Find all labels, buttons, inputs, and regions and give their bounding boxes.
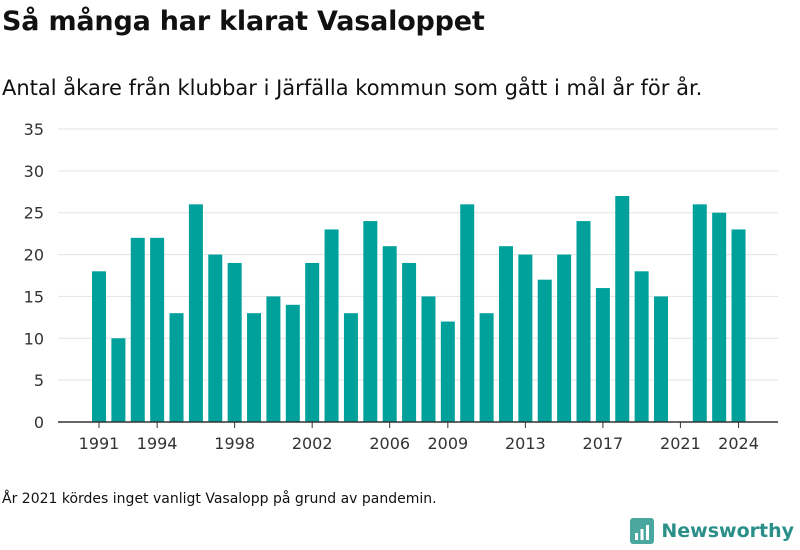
bar — [188, 204, 203, 422]
chart-subtitle: Antal åkare från klubbar i Järfälla komm… — [2, 76, 703, 100]
x-tick-label: 2021 — [660, 434, 701, 453]
y-tick-labels: 0 5 10 15 20 25 30 35 — [24, 120, 44, 432]
bar — [266, 296, 281, 422]
x-axis — [58, 421, 778, 428]
bar — [247, 313, 262, 422]
x-tick-label: 2013 — [505, 434, 546, 453]
y-tick-label: 10 — [24, 329, 44, 348]
bar — [324, 229, 339, 422]
x-tick-label: 2009 — [427, 434, 468, 453]
bar — [169, 313, 184, 422]
bar — [92, 271, 106, 422]
bar — [712, 212, 727, 422]
x-tick-label: 2002 — [292, 434, 333, 453]
bar — [692, 204, 707, 422]
bar — [382, 246, 397, 422]
bar — [363, 221, 378, 422]
bar — [557, 254, 572, 422]
x-tick-label: 2006 — [369, 434, 410, 453]
x-tick-label: 1991 — [79, 434, 120, 453]
bar — [634, 271, 649, 422]
bar — [285, 304, 300, 422]
brand-name: Newsworthy — [661, 520, 794, 542]
bar — [402, 262, 417, 422]
bar — [130, 237, 145, 422]
bar — [421, 296, 436, 422]
y-tick-label: 20 — [24, 246, 44, 265]
bar — [479, 313, 494, 422]
x-tick-label: 1994 — [137, 434, 178, 453]
bar — [731, 229, 746, 422]
y-tick-label: 15 — [24, 287, 44, 306]
bar-chart-logo-icon — [630, 518, 655, 544]
bar — [576, 221, 591, 422]
bar — [615, 195, 630, 422]
bar — [498, 246, 513, 422]
y-tick-label: 25 — [24, 204, 44, 223]
x-tick-labels: 1991 1994 1998 2002 2006 2009 2013 2017 2021 2024 — [79, 434, 759, 453]
x-tick-label: 2017 — [583, 434, 624, 453]
x-tick-label: 1998 — [214, 434, 255, 453]
chart-title: Så många har klarat Vasaloppet — [2, 6, 485, 37]
y-tick-label: 35 — [24, 120, 44, 139]
bar — [537, 279, 552, 422]
x-tick-label: 2024 — [718, 434, 759, 453]
bar — [227, 262, 242, 422]
bar — [654, 296, 669, 422]
bars — [92, 195, 746, 422]
gridlines — [58, 128, 778, 381]
bar — [111, 338, 126, 422]
bar — [595, 288, 610, 422]
bar — [305, 262, 320, 422]
bar — [343, 313, 358, 422]
bar — [518, 254, 533, 422]
y-tick-label: 0 — [34, 413, 44, 432]
footnote: År 2021 kördes inget vanligt Vasalopp på… — [2, 491, 437, 507]
y-tick-label: 30 — [24, 162, 44, 181]
bar — [150, 237, 165, 422]
bar-chart: 0 5 10 15 20 25 30 35 1991 1994 1998 2002 2006 2009 2… — [24, 120, 778, 453]
brand-logo[interactable]: Newsworthy — [630, 518, 794, 544]
bar — [440, 321, 455, 422]
bar — [208, 254, 223, 422]
y-tick-label: 5 — [34, 371, 44, 390]
bar — [460, 204, 475, 422]
